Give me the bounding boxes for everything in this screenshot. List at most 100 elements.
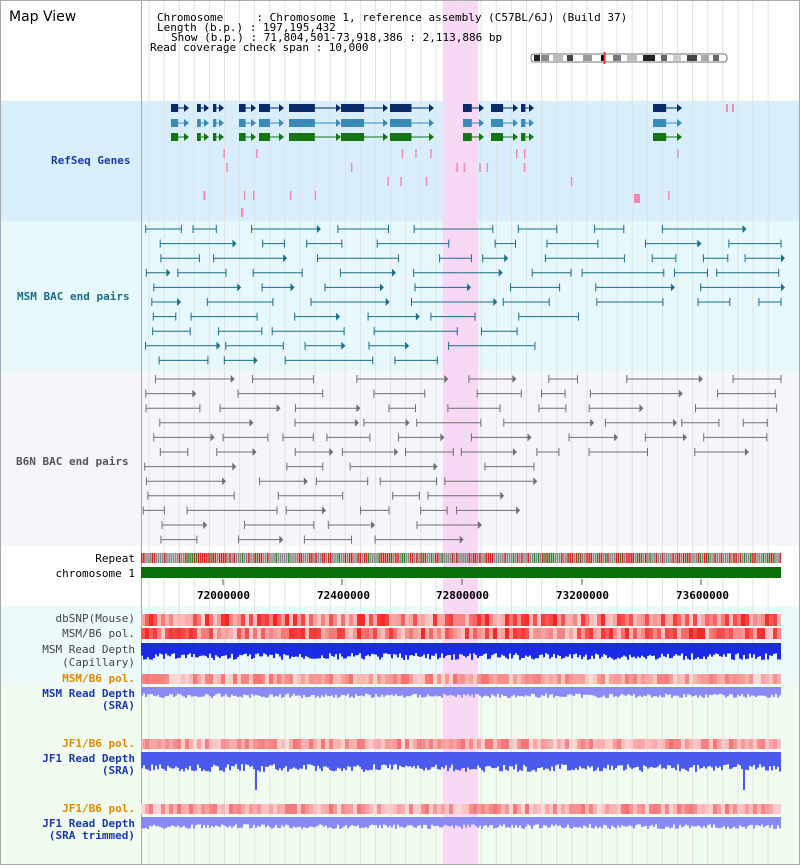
depth-bar [711, 643, 713, 657]
pol-cell [313, 674, 317, 684]
pol-cell [693, 628, 697, 639]
ideogram-band [627, 55, 637, 61]
repeat-mark [390, 553, 393, 563]
depth-bar [581, 687, 583, 698]
pol-cell [333, 739, 337, 749]
pol-cell [749, 674, 753, 684]
pol-cell [489, 739, 493, 749]
depth-bar [159, 687, 161, 698]
pol-cell [505, 614, 509, 626]
pol-cell [269, 674, 273, 684]
depth-bar [417, 752, 419, 766]
pol-cell [529, 674, 533, 684]
depth-bar [183, 687, 185, 697]
gene-exon [197, 133, 201, 141]
depth-bar [371, 643, 373, 654]
pol-cell [545, 674, 549, 684]
pol-cell [665, 614, 669, 626]
pol-cell [305, 739, 309, 749]
pol-cell [157, 674, 161, 684]
depth-bar [367, 643, 369, 655]
pol-cell [341, 614, 345, 626]
depth-bar [709, 687, 711, 695]
pol-cell [605, 674, 609, 684]
depth-bar [461, 752, 463, 769]
depth-bar [377, 817, 379, 828]
track-label-msm-bac[interactable]: MSM BAC end pairs [17, 290, 130, 303]
pol-cell [533, 804, 537, 814]
depth-bar [595, 643, 597, 654]
depth-bar [639, 643, 641, 658]
depth-bar [509, 752, 511, 767]
refseq-mark [241, 208, 243, 217]
depth-bar [623, 752, 625, 771]
pol-cell [237, 614, 241, 626]
pol-cell [693, 674, 697, 684]
depth-bar [555, 687, 557, 696]
depth-bar [239, 752, 241, 771]
pol-cell [425, 804, 429, 814]
depth-bar [217, 643, 219, 657]
depth-bar [261, 643, 263, 657]
track-label-b6n-bac[interactable]: B6N BAC end pairs [16, 455, 129, 468]
depth-bar [741, 687, 743, 694]
repeat-mark [617, 553, 620, 563]
depth-bar [283, 687, 285, 697]
repeat-mark [689, 553, 691, 563]
pol-cell [741, 739, 745, 749]
chromosome-ideogram[interactable] [1, 1, 799, 81]
pol-cell [601, 628, 605, 639]
pol-cell [289, 614, 293, 626]
depth-bar [179, 643, 181, 658]
repeat-mark [619, 553, 622, 563]
pol-cell [369, 804, 373, 814]
depth-bar [407, 817, 409, 826]
depth-bar [751, 687, 753, 696]
repeat-mark [773, 553, 775, 563]
depth-bar [251, 817, 253, 828]
depth-bar [527, 817, 529, 825]
depth-bar [155, 643, 157, 655]
depth-bar [567, 643, 569, 657]
pol-cell [697, 614, 701, 626]
pol-cell [181, 739, 185, 749]
depth-bar [659, 817, 661, 829]
pol-cell [529, 739, 533, 749]
pol-cell [609, 614, 613, 626]
pol-cell [193, 804, 197, 814]
depth-bar [159, 817, 161, 827]
depth-bar [187, 817, 189, 829]
depth-bar [771, 643, 773, 656]
repeat-mark [573, 553, 576, 563]
depth-bar [217, 687, 219, 694]
depth-bar [423, 752, 425, 771]
pol-cell [417, 614, 421, 626]
depth-bar [437, 687, 439, 697]
depth-bar [187, 687, 189, 696]
repeat-mark [460, 553, 462, 563]
pol-cell [209, 628, 213, 639]
repeat-mark [649, 553, 651, 563]
depth-bar [383, 643, 385, 654]
depth-bar [213, 687, 215, 696]
refseq-mark [516, 149, 518, 158]
pol-cell [365, 614, 369, 626]
depth-bar [165, 643, 167, 654]
pol-cell [257, 614, 261, 626]
depth-bar [333, 687, 335, 698]
pol-cell [205, 739, 209, 749]
depth-bar [529, 643, 531, 656]
track-label-refseq[interactable]: RefSeq Genes [51, 154, 131, 167]
depth-bar [393, 817, 395, 825]
depth-bar [339, 643, 341, 654]
repeat-mark [344, 553, 347, 563]
pol-cell [713, 804, 717, 814]
repeat-mark [355, 553, 357, 563]
ideogram-band [601, 55, 604, 61]
pol-cell [265, 804, 269, 814]
depth-bar [241, 817, 243, 828]
pol-cell [445, 804, 449, 814]
depth-bar [435, 643, 437, 654]
pol-cell [445, 674, 449, 684]
